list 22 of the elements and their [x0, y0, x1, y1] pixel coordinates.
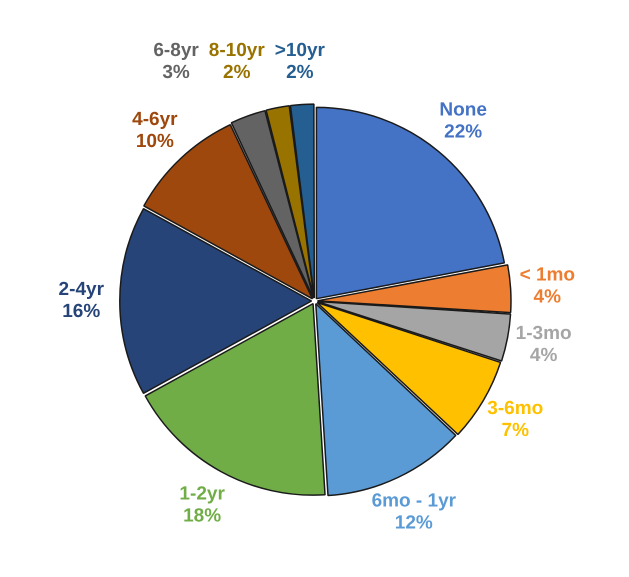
data-label: 7%: [502, 420, 530, 441]
slice-label: 4-6yr: [132, 109, 178, 130]
data-label: 4%: [534, 286, 562, 308]
data-label: 2%: [286, 62, 314, 83]
slice-label: < 1mo: [520, 264, 576, 286]
data-label: 18%: [183, 506, 222, 527]
data-label: 22%: [444, 122, 482, 143]
slice-label: 6-8yr: [153, 40, 200, 61]
slice-label: 2-4yr: [58, 279, 105, 300]
slice-label: 3-6mo: [487, 398, 544, 419]
data-label: 16%: [62, 301, 100, 322]
data-label: 10%: [136, 131, 174, 152]
slice-label: 1-2yr: [179, 484, 226, 505]
slice-label: 6mo - 1yr: [372, 490, 457, 512]
slice-label: 8-10yr: [208, 40, 266, 61]
slice-label: >10yr: [274, 40, 326, 61]
data-label: 4%: [530, 344, 558, 366]
slice-label: None: [439, 100, 487, 121]
data-label: 12%: [394, 512, 433, 534]
slice-label: 1-3mo: [516, 322, 572, 344]
data-label: 3%: [162, 62, 190, 83]
data-label: 2%: [223, 62, 251, 83]
